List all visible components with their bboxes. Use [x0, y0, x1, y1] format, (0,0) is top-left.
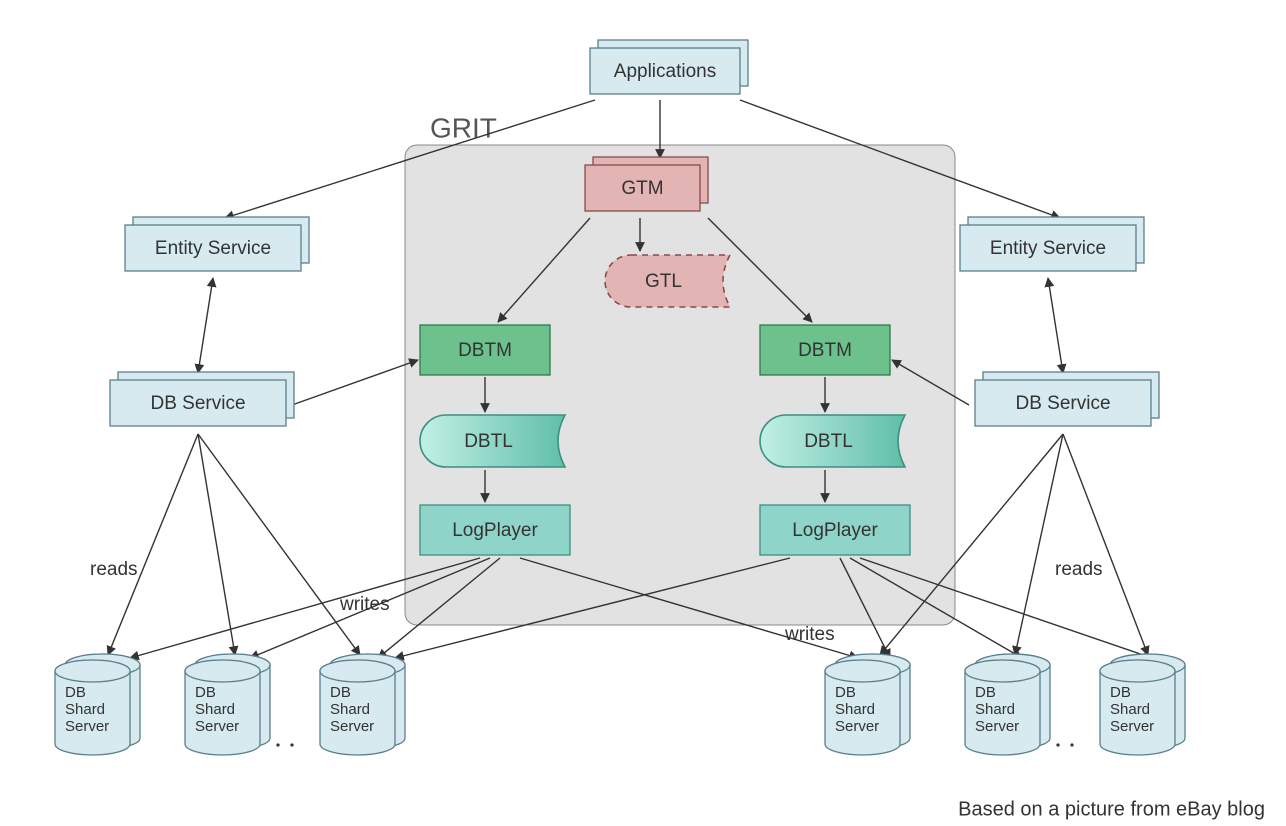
db-shard-left-0: DBShardServer	[55, 654, 140, 755]
node-dbservice-right: DB Service	[975, 372, 1159, 426]
svg-text:DB: DB	[330, 684, 351, 701]
svg-text:DB: DB	[65, 684, 86, 701]
svg-text:DBTM: DBTM	[458, 340, 512, 361]
svg-text:LogPlayer: LogPlayer	[452, 520, 538, 541]
svg-text:Server: Server	[1110, 718, 1154, 735]
node-dbtl-left: DBTL	[420, 415, 565, 467]
footer-credit: Based on a picture from eBay blog	[958, 798, 1265, 820]
node-dbservice-left: DB Service	[110, 372, 294, 426]
svg-text:Shard: Shard	[65, 701, 105, 718]
svg-text:Server: Server	[65, 718, 109, 735]
node-logplayer-left: LogPlayer	[420, 505, 570, 555]
svg-text:Entity Service: Entity Service	[990, 238, 1106, 259]
svg-text:GTM: GTM	[621, 178, 663, 199]
svg-text:Shard: Shard	[835, 701, 875, 718]
node-logplayer-right: LogPlayer	[760, 505, 910, 555]
svg-text:Shard: Shard	[195, 701, 235, 718]
svg-text:DB: DB	[195, 684, 216, 701]
svg-text:DBTL: DBTL	[464, 431, 513, 452]
node-dbtl-right: DBTL	[760, 415, 905, 467]
svg-text:Shard: Shard	[975, 701, 1015, 718]
db-shard-right-2: DBShardServer	[1100, 654, 1185, 755]
node-applications: Applications	[590, 40, 748, 94]
edge-label: writes	[339, 594, 390, 615]
svg-text:Server: Server	[330, 718, 374, 735]
svg-text:Server: Server	[835, 718, 879, 735]
svg-text:DB Service: DB Service	[1015, 393, 1110, 414]
grit-label: GRIT	[430, 112, 497, 143]
svg-text:Applications: Applications	[614, 61, 716, 82]
svg-text:GTL: GTL	[645, 271, 682, 292]
db-shard-right-0: DBShardServer	[825, 654, 910, 755]
svg-text:Shard: Shard	[1110, 701, 1150, 718]
db-shard-right-1: DBShardServer	[965, 654, 1050, 755]
node-dbtm-right: DBTM	[760, 325, 890, 375]
db-shard-left-1: DBShardServer	[185, 654, 270, 755]
svg-text:DBTM: DBTM	[798, 340, 852, 361]
svg-text:LogPlayer: LogPlayer	[792, 520, 878, 541]
grit-architecture-diagram: GRIT Applications Entity Service Entity Ser…	[0, 0, 1286, 826]
edge-label: writes	[784, 624, 835, 645]
node-entity-left: Entity Service	[125, 217, 309, 271]
node-gtl: GTL	[605, 255, 730, 307]
svg-text:DB Service: DB Service	[150, 393, 245, 414]
svg-text:DBTL: DBTL	[804, 431, 853, 452]
node-entity-right: Entity Service	[960, 217, 1144, 271]
svg-text:DB: DB	[975, 684, 996, 701]
node-gtm: GTM	[585, 157, 708, 211]
node-dbtm-left: DBTM	[420, 325, 550, 375]
edge-label: reads	[1055, 559, 1103, 580]
db-shard-left-2: DBShardServer	[320, 654, 405, 755]
edge-label: reads	[90, 559, 138, 580]
svg-text:DB: DB	[1110, 684, 1131, 701]
svg-text:Entity Service: Entity Service	[155, 238, 271, 259]
svg-text:Shard: Shard	[330, 701, 370, 718]
svg-text:Server: Server	[195, 718, 239, 735]
svg-text:Server: Server	[975, 718, 1019, 735]
svg-text:DB: DB	[835, 684, 856, 701]
